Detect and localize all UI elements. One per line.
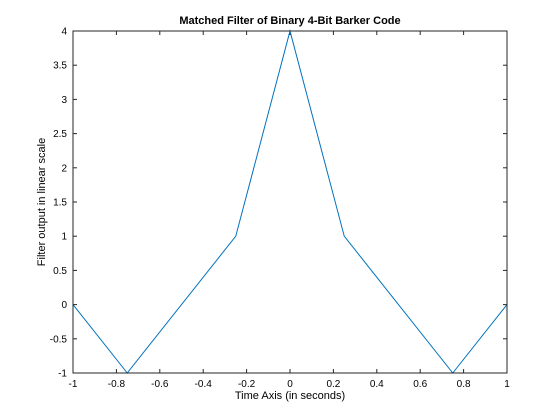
x-tick-label: -0.6 [151, 379, 169, 390]
x-tick-label: -0.2 [238, 379, 256, 390]
y-tick-label: 1.5 [53, 198, 67, 209]
x-tick-label: -0.4 [195, 379, 213, 390]
ticks-layer: -1 -0.8 -0.6 -0.4 -0.2 0 0.2 0.4 0.6 0.8 1 -1 -0.5 0 0… [50, 27, 510, 391]
chart-title: Matched Filter of Binary 4-Bit Barker Co… [179, 15, 400, 27]
x-tick-label: 0.4 [370, 379, 384, 390]
x-tick-label: -0.8 [108, 379, 126, 390]
y-tick-label: 1 [61, 232, 67, 243]
y-tick-label: 2.5 [53, 129, 67, 140]
y-tick-label: -1 [58, 369, 67, 380]
y-tick-label: 0.5 [53, 266, 67, 277]
plot-area [73, 31, 507, 373]
x-tick-label: 0.6 [413, 379, 427, 390]
y-tick-label: 2 [61, 163, 67, 174]
x-tick-label: 0.8 [457, 379, 471, 390]
y-tick-label: 4 [61, 27, 67, 38]
y-tick-label: 3 [61, 95, 67, 106]
x-axis-label: Time Axis (in seconds) [235, 390, 345, 402]
x-tick-label: 1 [504, 379, 510, 390]
y-tick-label: 3.5 [53, 61, 67, 72]
x-tick-label: 0 [287, 379, 293, 390]
x-tick-label: -1 [69, 379, 78, 390]
x-tick-label: 0.2 [326, 379, 340, 390]
y-axis-label: Filter output in linear scale [36, 138, 48, 266]
y-tick-label: -0.5 [50, 334, 68, 345]
plot-box [72, 30, 508, 374]
y-tick-label: 0 [61, 300, 67, 311]
